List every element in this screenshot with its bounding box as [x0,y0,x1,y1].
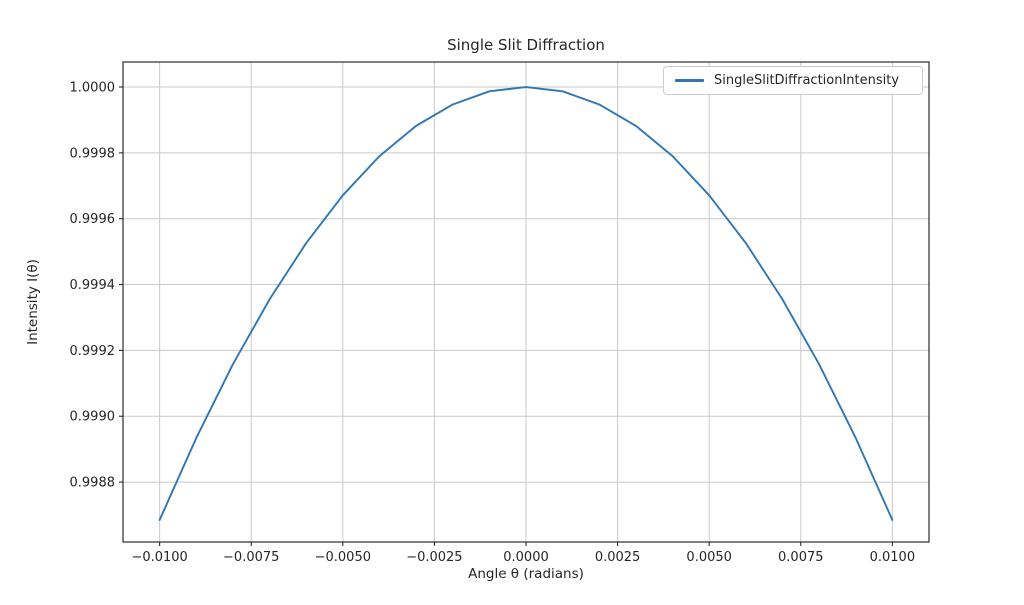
y-tick-label: 0.9990 [70,410,116,425]
x-tick-label: 0.0025 [595,550,641,565]
legend: SingleSlitDiffractionIntensity [663,66,923,95]
chart-title: Single Slit Diffraction [447,36,605,54]
intensity-curve [158,86,894,521]
x-tick-label: 0.0000 [503,550,549,565]
x-tick-label: 0.0075 [778,550,824,565]
x-tick-label: 0.0050 [686,550,732,565]
y-tick-label: 0.9992 [70,344,116,359]
y-tick-label: 0.9996 [70,212,116,227]
legend-line-swatch [675,79,704,82]
x-tick-label: −0.0100 [131,550,187,565]
x-axis-label: Angle θ (radians) [468,566,584,582]
x-tick-label: −0.0050 [315,550,371,565]
y-tick-label: 1.0000 [70,81,116,96]
x-tick-label: 0.0100 [870,550,916,565]
y-tick-label: 0.9994 [70,278,116,293]
y-tick-label: 0.9998 [70,146,116,161]
x-tick-label: −0.0075 [223,550,279,565]
x-tick-label: −0.0025 [406,550,462,565]
y-tick-label: 0.9988 [70,476,116,491]
legend-label: SingleSlitDiffractionIntensity [714,73,900,88]
